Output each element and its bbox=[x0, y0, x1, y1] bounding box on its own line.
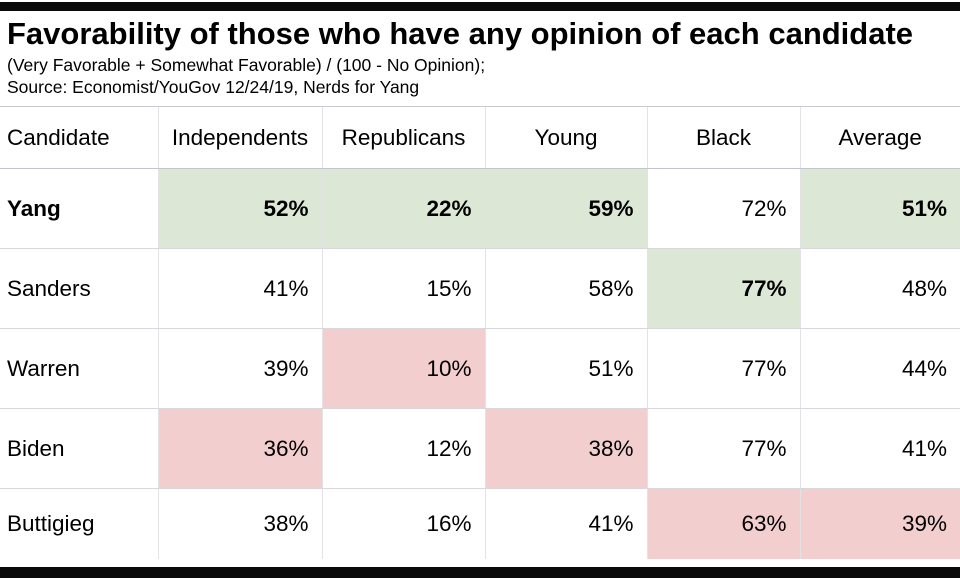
value-cell-sanders-young: 58% bbox=[484, 248, 647, 329]
candidate-name: Yang bbox=[0, 168, 158, 249]
value-cell-buttigieg-republicans: 16% bbox=[321, 488, 485, 559]
column-header-candidate: Candidate bbox=[0, 106, 158, 169]
candidate-name: Biden bbox=[0, 408, 158, 489]
value-cell-biden-republicans: 12% bbox=[321, 408, 485, 489]
favorability-table: Candidate Independents Republicans Young Bla… bbox=[0, 106, 960, 559]
table-header-row: Candidate Independents Republicans Young Bla… bbox=[0, 106, 960, 169]
table-row-sanders: Sanders 41% 15% 58% 77% 48% bbox=[0, 248, 960, 329]
table-row-buttigieg: Buttigieg 38% 16% 41% 63% 39% bbox=[0, 488, 960, 559]
value-cell-yang-black: 72% bbox=[646, 168, 800, 249]
value-cell-yang-republicans: 22% bbox=[321, 168, 485, 249]
column-header-young: Young bbox=[484, 106, 647, 169]
value-cell-yang-young: 59% bbox=[484, 168, 647, 249]
value-cell-sanders-republicans: 15% bbox=[321, 248, 485, 329]
bottom-border-bar bbox=[0, 567, 960, 578]
value-cell-biden-young: 38% bbox=[484, 408, 647, 489]
value-cell-warren-republicans: 10% bbox=[321, 328, 485, 409]
value-cell-biden-independents: 36% bbox=[157, 408, 322, 489]
candidate-name: Sanders bbox=[0, 248, 158, 329]
value-cell-buttigieg-black: 63% bbox=[646, 488, 800, 559]
column-header-republicans: Republicans bbox=[321, 106, 485, 169]
value-cell-warren-black: 77% bbox=[646, 328, 800, 409]
table-body: Yang 52% 22% 59% 72% 51% Sanders 41% 15% 58% 77% 48… bbox=[0, 168, 960, 559]
value-cell-buttigieg-average: 39% bbox=[799, 488, 960, 559]
column-header-black: Black bbox=[646, 106, 800, 169]
page-title: Favorability of those who have any opini… bbox=[7, 16, 914, 51]
value-cell-buttigieg-young: 41% bbox=[484, 488, 647, 559]
subtitle-formula: (Very Favorable + Somewhat Favorable) / … bbox=[7, 54, 486, 75]
value-cell-warren-young: 51% bbox=[484, 328, 647, 409]
value-cell-yang-average: 51% bbox=[799, 168, 960, 249]
value-cell-sanders-average: 48% bbox=[799, 248, 960, 329]
value-cell-biden-black: 77% bbox=[646, 408, 800, 489]
value-cell-sanders-independents: 41% bbox=[157, 248, 322, 329]
top-border-bar bbox=[0, 2, 960, 11]
title-block: Favorability of those who have any opini… bbox=[0, 11, 960, 106]
table-row-warren: Warren 39% 10% 51% 77% 44% bbox=[0, 328, 960, 409]
column-header-independents: Independents bbox=[157, 106, 322, 169]
candidate-name: Buttigieg bbox=[7, 511, 95, 536]
candidate-name: Warren bbox=[0, 328, 158, 409]
table-row-yang: Yang 52% 22% 59% 72% 51% bbox=[0, 168, 960, 249]
value-cell-yang-independents: 52% bbox=[157, 168, 322, 249]
value-cell-buttigieg-independents: 38% bbox=[157, 488, 322, 559]
table-row-biden: Biden 36% 12% 38% 77% 41% bbox=[0, 408, 960, 489]
value-cell-biden-average: 41% bbox=[799, 408, 960, 489]
value-cell-warren-independents: 39% bbox=[157, 328, 322, 409]
subtitle-source: Source: Economist/YouGov 12/24/19, Nerds… bbox=[7, 77, 420, 98]
value-cell-sanders-black: 77% bbox=[646, 248, 800, 329]
value-cell-warren-average: 44% bbox=[799, 328, 960, 409]
column-header-average: Average bbox=[799, 106, 960, 169]
